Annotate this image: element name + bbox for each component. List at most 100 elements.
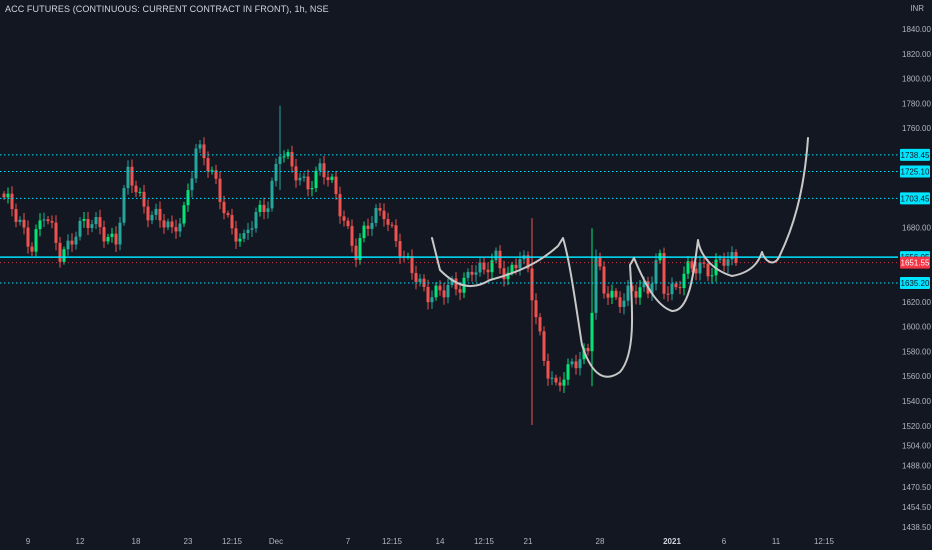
candle (238, 233, 242, 247)
level-label: 1635.20 (900, 276, 930, 289)
candle (566, 358, 570, 386)
candle (302, 172, 306, 182)
candle (602, 261, 606, 299)
candle (698, 255, 702, 281)
y-tick-label: 1840.00 (902, 25, 931, 34)
candle (586, 343, 590, 356)
candle (382, 203, 386, 227)
candle (250, 221, 254, 237)
y-tick-label: 1680.00 (902, 223, 931, 232)
y-tick-label: 1438.50 (902, 523, 931, 532)
candle (10, 186, 14, 217)
x-tick-label: 7 (346, 537, 351, 546)
candle (530, 218, 534, 426)
candle (606, 286, 610, 306)
x-tick-label: 6 (722, 537, 727, 546)
candle (314, 166, 318, 193)
candle (334, 170, 338, 200)
candle (326, 170, 330, 187)
candle (378, 202, 382, 216)
level-labels: 1738.451725.101703.451656.051651.551635.… (900, 148, 930, 289)
candle (226, 210, 230, 218)
candle (122, 185, 126, 226)
candle (474, 265, 478, 282)
candle (554, 374, 558, 386)
candle (306, 169, 310, 197)
candle (26, 220, 30, 254)
chart-title: ACC FUTURES (CONTINUOUS: CURRENT CONTRAC… (5, 4, 329, 14)
y-tick-label: 1488.00 (902, 461, 931, 470)
svg-text:1703.45: 1703.45 (901, 194, 930, 203)
candle (454, 272, 458, 296)
x-tick-label: 9 (26, 537, 31, 546)
candle (74, 231, 78, 250)
candle (318, 158, 322, 176)
candle (54, 215, 58, 251)
x-tick-label: 12:15 (222, 537, 243, 546)
y-tick-label: 1600.00 (902, 323, 931, 332)
candle (258, 200, 262, 217)
svg-text:1725.10: 1725.10 (901, 167, 930, 176)
candle (30, 242, 34, 257)
time-axis[interactable]: 9 12 18 23 12:15 Dec 7 12:15 14 12:15 21 28 2021 6 11 1… (26, 537, 835, 546)
candle (578, 351, 582, 376)
candle (310, 181, 314, 197)
levels-layer (0, 154, 898, 284)
candles-layer (2, 105, 738, 426)
candle (262, 197, 266, 220)
candle (694, 261, 698, 281)
candle (130, 159, 134, 193)
candle (34, 224, 38, 257)
candle (414, 265, 418, 290)
candle (190, 171, 194, 198)
candle (722, 252, 726, 272)
candle (134, 180, 138, 198)
candle (610, 284, 614, 304)
candle (146, 199, 150, 228)
candle (218, 171, 222, 210)
candle (538, 313, 542, 336)
candle (22, 212, 26, 235)
candle (590, 228, 594, 387)
price-axis[interactable]: 1840.00 1820.00 1800.00 1780.00 1760.00 1680.… (902, 25, 931, 532)
candle (178, 217, 182, 237)
candle (298, 172, 302, 186)
candle (210, 166, 214, 175)
candle (670, 277, 674, 301)
candle (482, 257, 486, 275)
candle (466, 268, 470, 282)
candle (626, 280, 630, 307)
candle (534, 293, 538, 325)
candle (174, 219, 178, 239)
candle (598, 252, 602, 271)
candle (14, 203, 18, 228)
y-tick-label: 1820.00 (902, 50, 931, 59)
candle (62, 246, 66, 265)
candle (442, 282, 446, 305)
candle (594, 249, 598, 320)
level-label: 1738.45 (900, 148, 930, 161)
candle (546, 353, 550, 386)
candle (490, 253, 494, 279)
y-tick-label: 1540.00 (902, 397, 931, 406)
candle (634, 284, 638, 305)
candle (562, 372, 566, 394)
candle (346, 217, 350, 230)
level-label: 1703.45 (900, 192, 930, 205)
candle (242, 229, 246, 243)
candle (370, 216, 374, 236)
cup-handle-drawing[interactable] (431, 137, 809, 378)
svg-text:1651.55: 1651.55 (901, 259, 930, 268)
candle (214, 164, 218, 185)
candle (206, 151, 210, 178)
candle (6, 187, 10, 204)
candle (690, 257, 694, 273)
candle (78, 217, 82, 241)
x-tick-label: 12:15 (474, 537, 495, 546)
x-tick-label: 21 (524, 537, 533, 546)
candle (42, 212, 46, 228)
candle (418, 274, 422, 287)
candle (138, 187, 142, 197)
